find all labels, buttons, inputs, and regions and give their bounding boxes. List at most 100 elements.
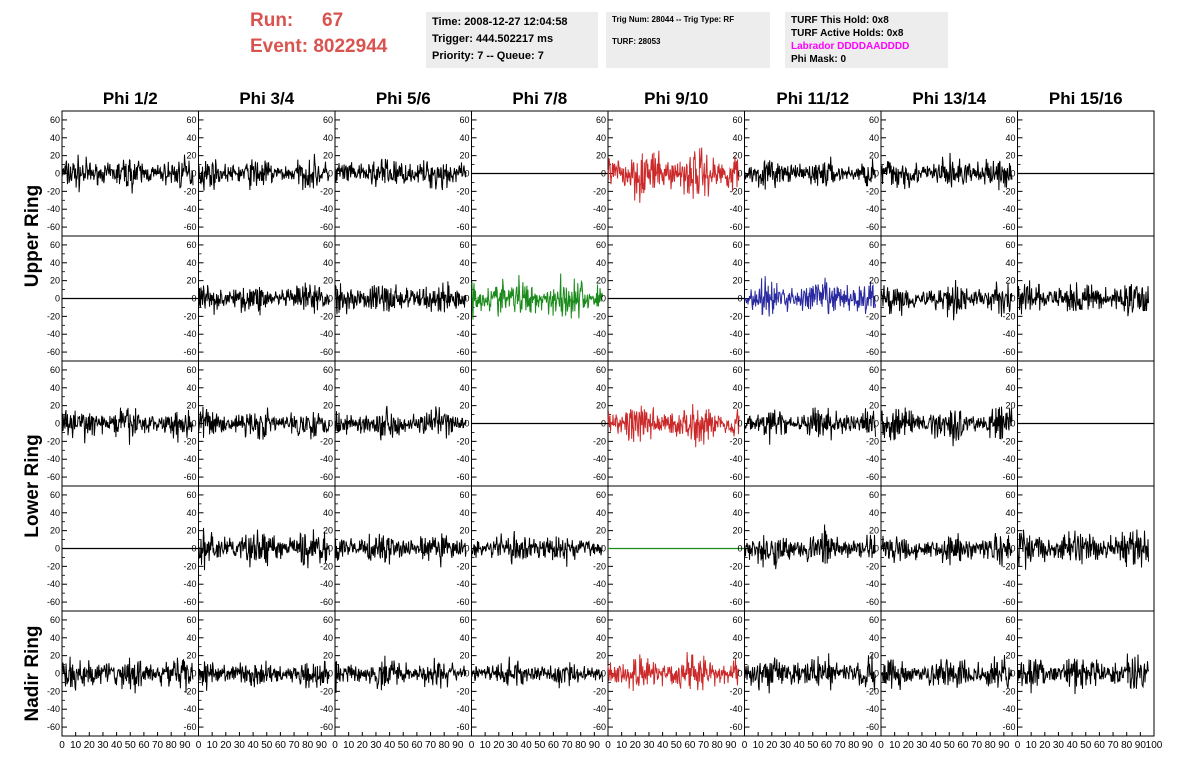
y-tick-label: 0 [1010,169,1015,179]
waveform-trace [607,651,740,692]
x-tick-label: 100 [1146,740,1163,751]
y-tick-label: -60 [456,222,469,232]
x-tick-label: 20 [220,740,232,751]
waveform-trace [471,530,603,567]
y-tick-label: -40 [320,329,333,339]
y-tick-label: 0 [737,419,742,429]
y-tick-label: 0 [191,169,196,179]
y-tick-label: 0 [737,169,742,179]
y-tick-label: -60 [729,222,742,232]
y-tick-label: 40 [869,633,879,643]
y-tick-label: 0 [874,419,879,429]
waveform-trace [334,405,467,441]
y-tick-label: 40 [50,508,60,518]
turf-active-text: TURF Active Holds: 0x8 [791,28,904,39]
y-tick-label: 0 [874,669,879,679]
y-tick-label: -20 [593,186,606,196]
y-tick-label: -60 [320,347,333,357]
y-tick-label: 40 [186,633,196,643]
y-tick-label: -20 [1002,561,1015,571]
y-tick-label: -60 [456,597,469,607]
y-tick-label: -20 [593,561,606,571]
y-tick-label: 40 [1005,133,1015,143]
y-tick-label: 60 [869,115,879,125]
y-tick-label: 20 [1005,151,1015,161]
y-tick-label: 60 [732,490,742,500]
y-tick-label: -40 [47,704,60,714]
y-tick-label: 0 [1010,669,1015,679]
y-tick-label: -20 [1002,311,1015,321]
y-tick-label: -60 [1002,472,1015,482]
y-tick-label: 40 [596,258,606,268]
x-tick-label: 40 [111,740,123,751]
waveform-trace [744,653,876,694]
y-tick-label: 60 [596,490,606,500]
y-tick-label: 0 [55,169,60,179]
y-tick-label: -20 [866,561,879,571]
x-tick-label: 70 [834,740,846,751]
trigger-info-box: Trig Num: 28044 -- Trig Type: RF TURF: 2… [606,12,770,68]
waveform-trace [334,533,467,568]
waveform-trace [334,281,467,315]
y-tick-label: -40 [456,579,469,589]
y-tick-label: 20 [869,151,879,161]
y-tick-label: -60 [1002,347,1015,357]
waveform-trace [880,406,1013,447]
y-tick-label: 20 [186,526,196,536]
phi-mask-text: Phi Mask: 0 [791,54,847,65]
y-tick-label: 60 [323,240,333,250]
x-tick-label: 0 [196,740,202,751]
x-tick-label: 50 [398,740,410,751]
y-tick-label: 0 [1010,419,1015,429]
turf-hold-text: TURF This Hold: 0x8 [791,15,889,26]
x-tick-label: 50 [261,740,273,751]
y-tick-label: 60 [50,490,60,500]
x-tick-label: 20 [630,740,642,751]
y-tick-label: 20 [732,276,742,286]
y-tick-label: 0 [737,544,742,554]
y-tick-label: -60 [183,222,196,232]
y-tick-label: 60 [459,365,469,375]
x-tick-label: 20 [84,740,96,751]
y-tick-label: -20 [183,561,196,571]
y-tick-label: -40 [729,204,742,214]
y-tick-label: 20 [50,651,60,661]
x-tick-label: 20 [493,740,505,751]
x-tick-label: 90 [179,740,191,751]
y-tick-label: -20 [47,311,60,321]
waveform-trace [334,158,467,191]
y-tick-label: 0 [191,669,196,679]
y-tick-label: -40 [729,704,742,714]
y-tick-label: -40 [320,454,333,464]
waveform-trace [334,655,467,693]
x-tick-label: 60 [684,740,696,751]
y-tick-label: 40 [869,383,879,393]
y-tick-label: -60 [866,347,879,357]
y-tick-label: 20 [50,526,60,536]
y-tick-label: 20 [50,401,60,411]
y-tick-label: -60 [183,722,196,732]
y-tick-label: -40 [47,454,60,464]
y-tick-label: 60 [186,490,196,500]
y-tick-label: 40 [459,258,469,268]
y-tick-label: 0 [55,294,60,304]
y-tick-label: 0 [601,169,606,179]
ring-label: Nadir Ring [22,625,43,721]
trig-num-text: Trig Num: 28044 -- Trig Type: RF [612,15,735,24]
x-tick-label: 30 [97,740,109,751]
waveform-trace [880,279,1013,321]
y-tick-label: 20 [869,526,879,536]
y-tick-label: -60 [47,597,60,607]
y-tick-label: 20 [1005,651,1015,661]
y-tick-label: -20 [866,311,879,321]
y-tick-label: -40 [456,204,469,214]
x-tick-label: 10 [343,740,355,751]
y-tick-label: 40 [596,383,606,393]
x-tick-label: 0 [469,740,475,751]
phi-label: Phi 1/2 [103,89,158,108]
y-tick-label: 60 [732,365,742,375]
run-value: 67 [322,10,344,31]
y-tick-label: 0 [191,419,196,429]
y-tick-label: -20 [183,436,196,446]
y-tick-label: 20 [596,651,606,661]
